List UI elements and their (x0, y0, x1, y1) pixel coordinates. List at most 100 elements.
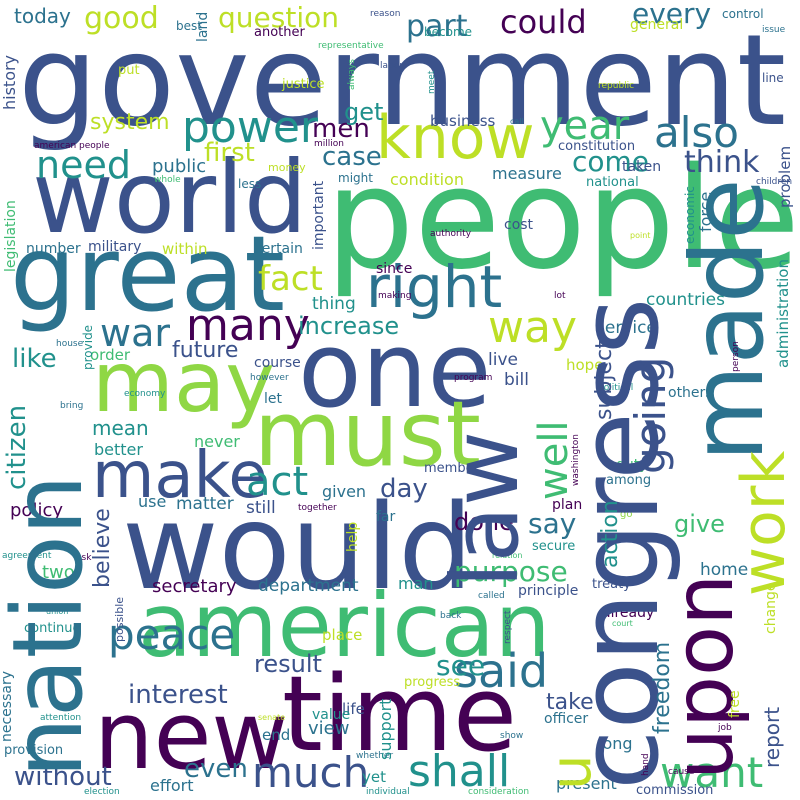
word-act: act (246, 459, 309, 505)
word-done: done (454, 508, 514, 536)
word-american-people: american people (34, 141, 110, 151)
word-secretary: secretary (152, 576, 237, 597)
word-way: way (488, 302, 577, 353)
word-point: point (630, 231, 651, 240)
word-national: national (586, 175, 639, 190)
word-force: force (696, 191, 715, 232)
word-land: land (195, 11, 211, 42)
word-court: court (612, 619, 633, 628)
word-interest: interest (128, 680, 228, 710)
word-one: one (298, 309, 492, 431)
word-relation: relation (492, 551, 523, 560)
word-since: since (376, 261, 413, 277)
word-case: case (322, 142, 382, 172)
word-time: time (282, 653, 517, 775)
word-good: good (84, 1, 159, 36)
word-already: already (602, 605, 655, 621)
word-hand: hand (641, 753, 651, 776)
word-world: world (32, 139, 308, 256)
word-economy: economy (124, 389, 166, 399)
word-respect: respect (503, 610, 513, 644)
word-important: important (311, 180, 327, 250)
word-continue: continue (24, 621, 81, 636)
word-senate: senate (258, 713, 286, 722)
word-washington: washington (571, 434, 581, 486)
word-cause: cause (668, 767, 695, 777)
word-action: action (598, 500, 623, 568)
word-principle: principle (518, 583, 579, 599)
word-use: use (138, 492, 167, 511)
word-individual: individual (366, 787, 410, 797)
word-government: government (18, 7, 787, 154)
word-even: even (184, 754, 248, 784)
word-system: system (90, 110, 170, 135)
word-need: need (36, 143, 131, 187)
word-law: law (432, 430, 539, 588)
word-become: become (424, 25, 473, 39)
word-much: much (252, 748, 370, 797)
word-million: million (314, 139, 344, 149)
word-representative: representative (318, 41, 384, 51)
word-get: get (344, 98, 384, 126)
word-department: department (258, 576, 359, 596)
word-support: support (376, 698, 395, 760)
word-year: year (540, 103, 630, 149)
word-republic: republic (598, 81, 635, 91)
word-still: still (246, 498, 276, 518)
word-give: give (674, 510, 725, 538)
word-question: question (218, 1, 339, 34)
word-union: union (46, 607, 69, 616)
word-person: person (731, 341, 741, 372)
word-value: value (312, 707, 351, 723)
word-might: might (338, 171, 373, 185)
word-live: live (488, 350, 518, 370)
word-many: many (186, 300, 310, 351)
word-military: military (88, 239, 142, 255)
word-duty: duty (616, 457, 648, 473)
word-labor: labor (380, 61, 403, 71)
word-fact: fact (258, 259, 323, 299)
word-agreement: agreement (2, 551, 52, 561)
word-war: war (100, 311, 170, 355)
word-every: every (632, 0, 712, 30)
word-back: back (440, 611, 462, 621)
word-could: could (500, 3, 587, 41)
word-election: election (84, 787, 120, 797)
word-another: another (254, 25, 305, 40)
word-line: line (762, 71, 784, 85)
word-public: public (152, 156, 207, 177)
word-man: man (398, 574, 434, 593)
word-treaty: treaty (592, 577, 631, 592)
word-countries: countries (646, 290, 725, 310)
word-see: see (436, 649, 486, 682)
word-condition: condition (390, 170, 464, 189)
word-policy: policy (10, 500, 63, 521)
word-men: men (312, 114, 370, 144)
word-measure: measure (492, 164, 562, 183)
word-bill: bill (504, 370, 529, 390)
word-less: less (238, 177, 262, 191)
word-authority: authority (430, 229, 472, 239)
word-said: said (454, 644, 549, 698)
word-house: house (56, 339, 84, 349)
word-thing: thing (312, 294, 356, 314)
word-believe: believe (90, 508, 115, 588)
word-member: member (424, 461, 479, 476)
word-mean: mean (92, 416, 149, 440)
word-purpose: purpose (454, 555, 568, 588)
word-service: service (596, 318, 657, 338)
word-never: never (194, 432, 240, 451)
word-u: u (539, 754, 604, 791)
word-given: given (322, 482, 367, 501)
word-justice: justice (282, 77, 325, 92)
word-job: job (718, 723, 732, 733)
word-provision: provision (4, 743, 64, 758)
word-think: think (684, 145, 760, 180)
word-home: home (700, 560, 749, 580)
word-bring: bring (60, 401, 84, 411)
word-plan: plan (552, 497, 583, 513)
word-officer: officer (544, 711, 589, 727)
word-peace: peace (108, 610, 236, 659)
word-others: others (668, 385, 713, 401)
